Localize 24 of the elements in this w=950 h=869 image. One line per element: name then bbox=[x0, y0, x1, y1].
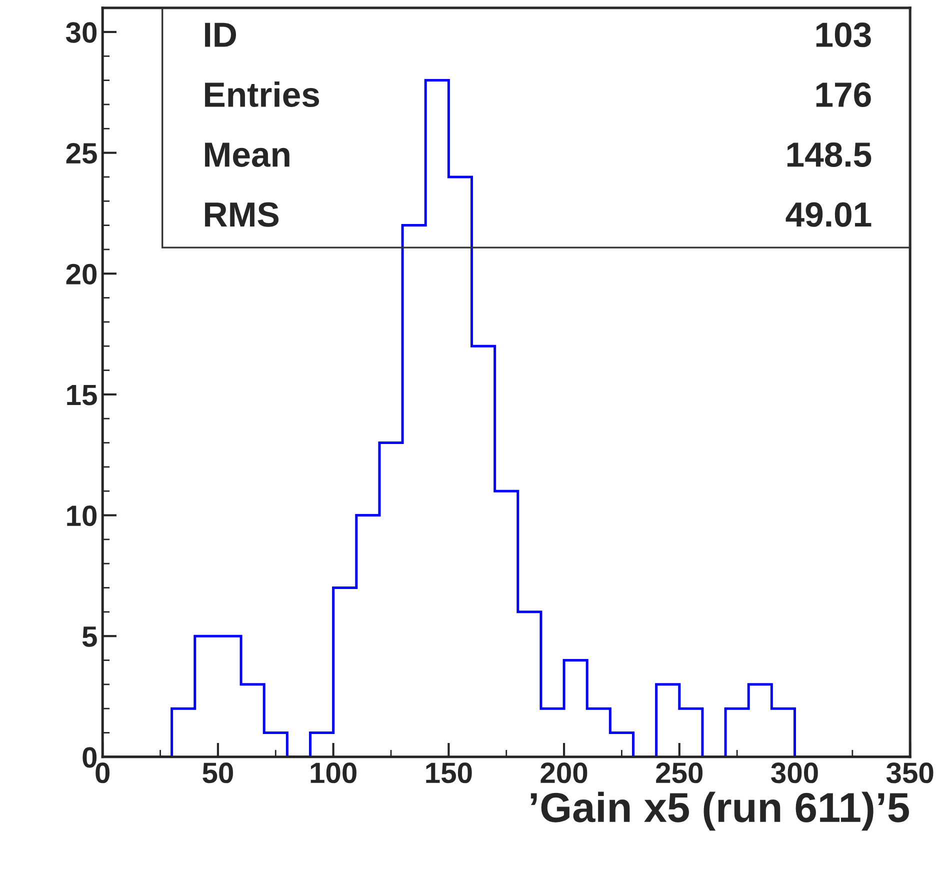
x-tick-label: 250 bbox=[656, 762, 703, 784]
x-axis-title: ’Gain x5 (run 611)’5 bbox=[530, 792, 909, 831]
annotation: Entries bbox=[205, 82, 320, 108]
annotation: 148.5 bbox=[787, 142, 872, 167]
annotation: 103 bbox=[816, 22, 871, 48]
y-tick-label: 0 bbox=[82, 747, 97, 768]
y-tick-label: 25 bbox=[66, 143, 97, 164]
annotation: Mean bbox=[205, 142, 290, 167]
x-tick-label: 200 bbox=[540, 762, 588, 784]
x-tick-label: 150 bbox=[426, 762, 472, 784]
y-tick-label: 5 bbox=[82, 626, 97, 647]
annotation: 176 bbox=[816, 82, 871, 108]
x-tick-label: 0 bbox=[96, 762, 110, 784]
x-tick-label: 300 bbox=[771, 762, 818, 784]
annotation: ID bbox=[205, 22, 236, 47]
annotation: 49.01 bbox=[786, 202, 872, 227]
y-tick-label: 30 bbox=[66, 22, 97, 43]
x-tick-label: 100 bbox=[310, 762, 356, 784]
x-tick-label: 350 bbox=[886, 762, 934, 784]
x-tick-label: 50 bbox=[202, 762, 233, 784]
y-tick-label: 15 bbox=[67, 384, 97, 406]
y-tick-label: 20 bbox=[66, 264, 97, 284]
y-tick-label: 10 bbox=[67, 505, 97, 526]
annotation: RMS bbox=[205, 202, 279, 227]
